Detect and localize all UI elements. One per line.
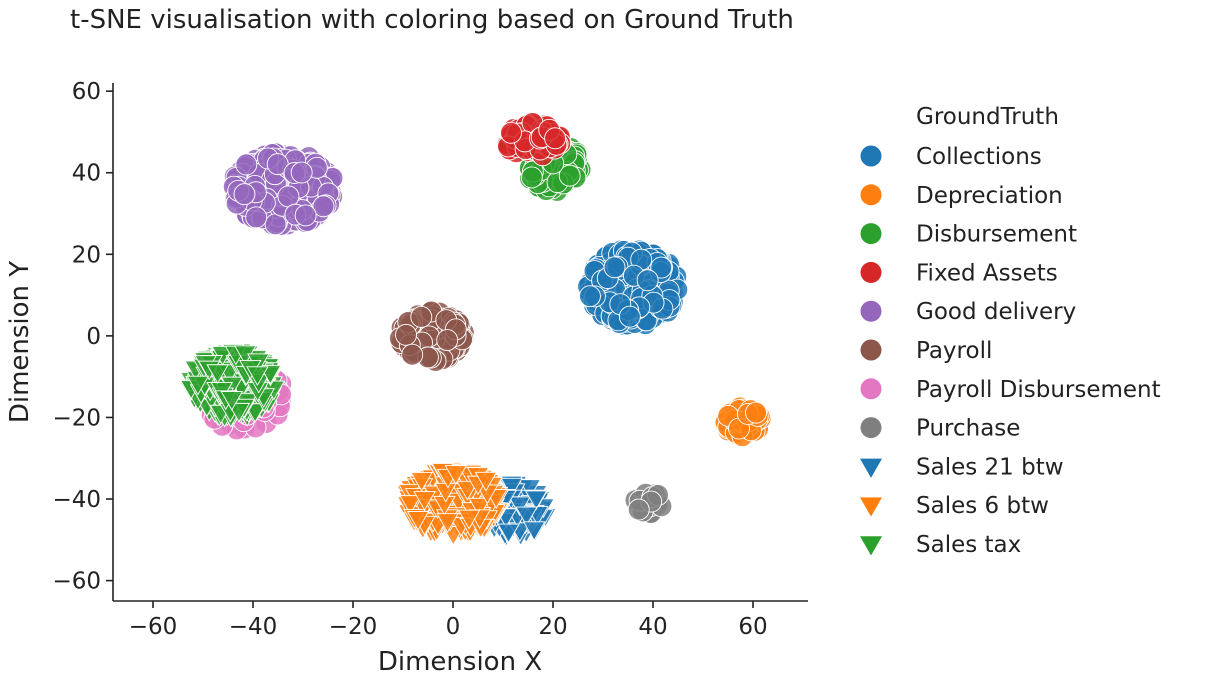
legend-marker [860, 536, 882, 556]
legend-label: Collections [916, 144, 1042, 170]
data-point [312, 195, 335, 218]
legend-label: Purchase [916, 416, 1020, 442]
legend-marker [860, 223, 882, 245]
data-point [227, 402, 251, 423]
legend-marker [860, 145, 882, 167]
y-ticks: −60 −40 −20 0 20 40 60 [52, 79, 113, 595]
x-tick-label: −40 [229, 614, 278, 640]
x-ticks: −60 −40 −20 0 20 40 60 [129, 601, 768, 640]
x-tick-label: 40 [638, 614, 667, 640]
data-point [522, 521, 546, 542]
chart-title: t-SNE visualisation with coloring based … [70, 5, 794, 35]
x-tick-label: −60 [129, 614, 178, 640]
y-tick-label: −60 [52, 569, 101, 595]
legend-marker [860, 261, 882, 283]
legend-label: Fixed Assets [916, 260, 1058, 286]
data-point [220, 391, 244, 411]
legend-label: Disbursement [916, 222, 1077, 248]
y-tick-label: 60 [72, 79, 101, 105]
legend-label: Payroll Disbursement [916, 377, 1161, 403]
y-tick-label: 40 [72, 161, 101, 187]
data-point [745, 401, 767, 424]
data-point [618, 305, 641, 328]
legend-label: Payroll [916, 338, 992, 364]
x-tick-label: 60 [738, 614, 767, 640]
data-point [264, 213, 287, 236]
data-point [500, 121, 523, 144]
x-tick-label: 20 [538, 614, 567, 640]
legend-marker [860, 497, 882, 517]
legend-marker [860, 378, 882, 400]
data-point [636, 269, 659, 292]
x-tick-label: −20 [329, 614, 378, 640]
legend-label: Sales tax [916, 532, 1021, 558]
legend-marker [860, 339, 882, 361]
data-point [650, 256, 673, 279]
data-point [436, 329, 459, 352]
legend-marker [860, 300, 882, 322]
data-point [246, 366, 269, 387]
data-point [544, 127, 567, 150]
data-point [186, 375, 210, 396]
points-layer [179, 112, 772, 547]
data-point [508, 496, 531, 517]
y-axis-title: Dimension Y [5, 261, 35, 423]
data-point [457, 509, 481, 530]
legend-label: Good delivery [916, 299, 1076, 325]
data-point [524, 490, 548, 511]
legend-marker [860, 184, 882, 206]
data-point [294, 204, 317, 227]
data-point [206, 364, 229, 385]
x-tick-label: 0 [446, 614, 461, 640]
legend-label: Depreciation [916, 183, 1063, 209]
data-point [436, 513, 459, 533]
data-point [395, 323, 417, 346]
data-point [233, 183, 256, 206]
data-point [410, 305, 433, 328]
y-tick-label: 20 [72, 242, 101, 268]
data-point [399, 495, 422, 515]
data-point [468, 497, 491, 518]
data-point [245, 206, 268, 229]
data-point [497, 523, 520, 544]
data-point [406, 511, 430, 531]
data-point [413, 491, 436, 511]
y-tick-label: 0 [86, 324, 101, 350]
data-point [474, 471, 498, 492]
data-point [603, 256, 626, 279]
data-point [627, 498, 650, 521]
data-point [515, 506, 538, 527]
legend-label: Sales 6 btw [916, 493, 1049, 519]
legend: GroundTruth Collections Depreciation Disbu… [860, 104, 1161, 558]
y-tick-label: −20 [52, 405, 101, 431]
legend-title: GroundTruth [916, 104, 1059, 130]
data-point [410, 471, 433, 492]
data-point [579, 285, 601, 308]
data-point [401, 343, 424, 366]
legend-marker [860, 417, 882, 439]
legend-marker [860, 458, 882, 478]
legend-label: Sales 21 btw [916, 454, 1064, 480]
y-tick-label: −40 [52, 487, 101, 513]
data-point [558, 164, 581, 187]
data-point [290, 161, 313, 184]
data-point [235, 153, 258, 176]
data-point [444, 465, 468, 485]
data-point [520, 166, 543, 189]
x-axis-title: Dimension X [378, 647, 542, 677]
